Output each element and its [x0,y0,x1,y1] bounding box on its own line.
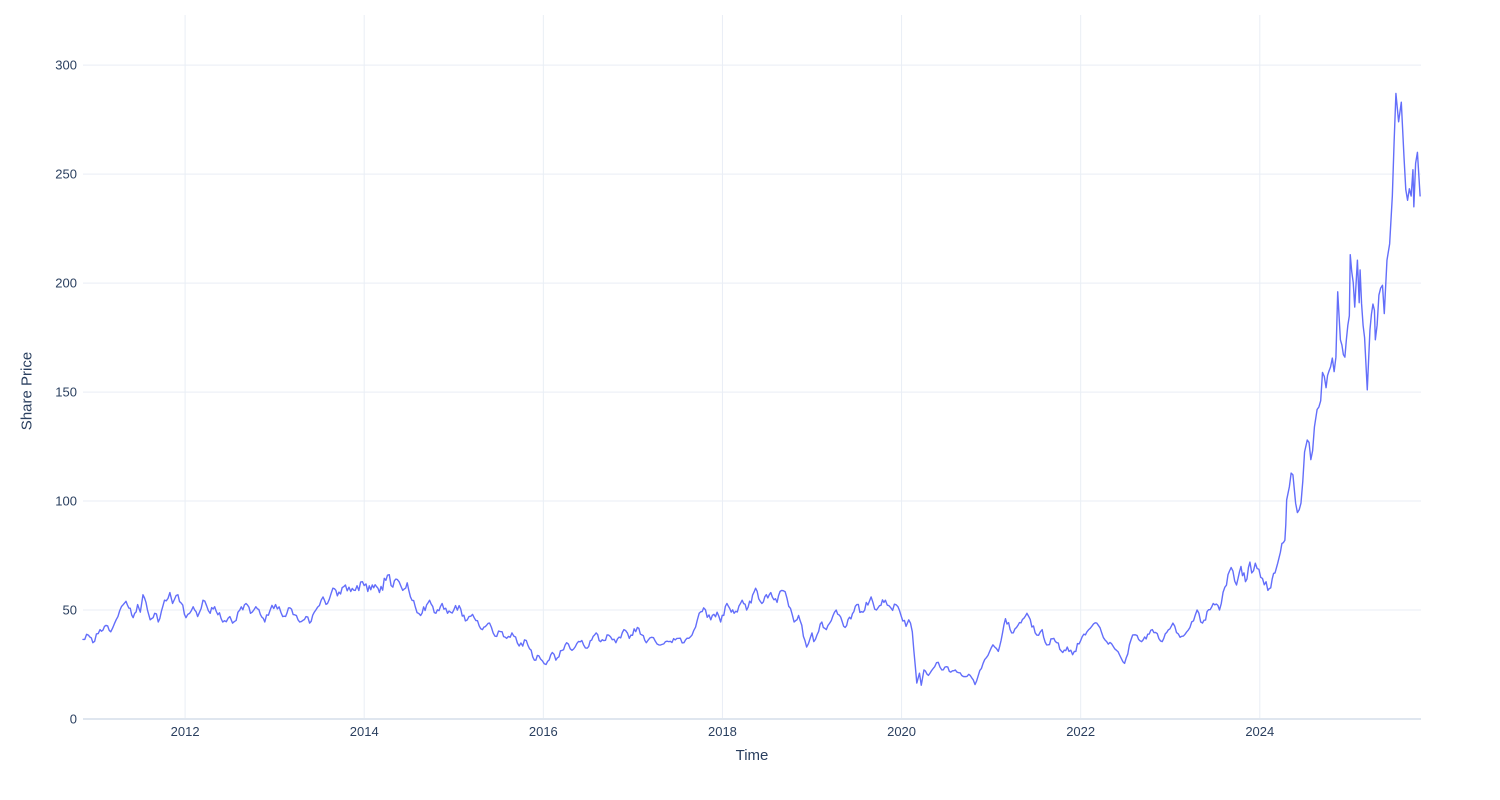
x-tick-label: 2024 [1245,724,1274,739]
x-tick-label: 2012 [171,724,200,739]
y-tick-label: 250 [55,167,77,182]
x-tick-label: 2018 [708,724,737,739]
y-tick-label: 0 [70,712,77,727]
x-tick-label: 2016 [529,724,558,739]
x-tick-label: 2020 [887,724,916,739]
y-tick-label: 300 [55,58,77,73]
x-axis-title: Time [735,747,769,764]
share-price-line[interactable] [82,92,1421,686]
y-axis-title: Share Price [18,351,36,431]
y-tick-label: 150 [55,385,77,400]
y-tick-label: 200 [55,276,77,291]
y-tick-label: 100 [55,494,77,509]
x-tick-label: 2014 [350,724,379,739]
y-tick-label: 50 [63,603,77,618]
x-tick-label: 2022 [1066,724,1095,739]
